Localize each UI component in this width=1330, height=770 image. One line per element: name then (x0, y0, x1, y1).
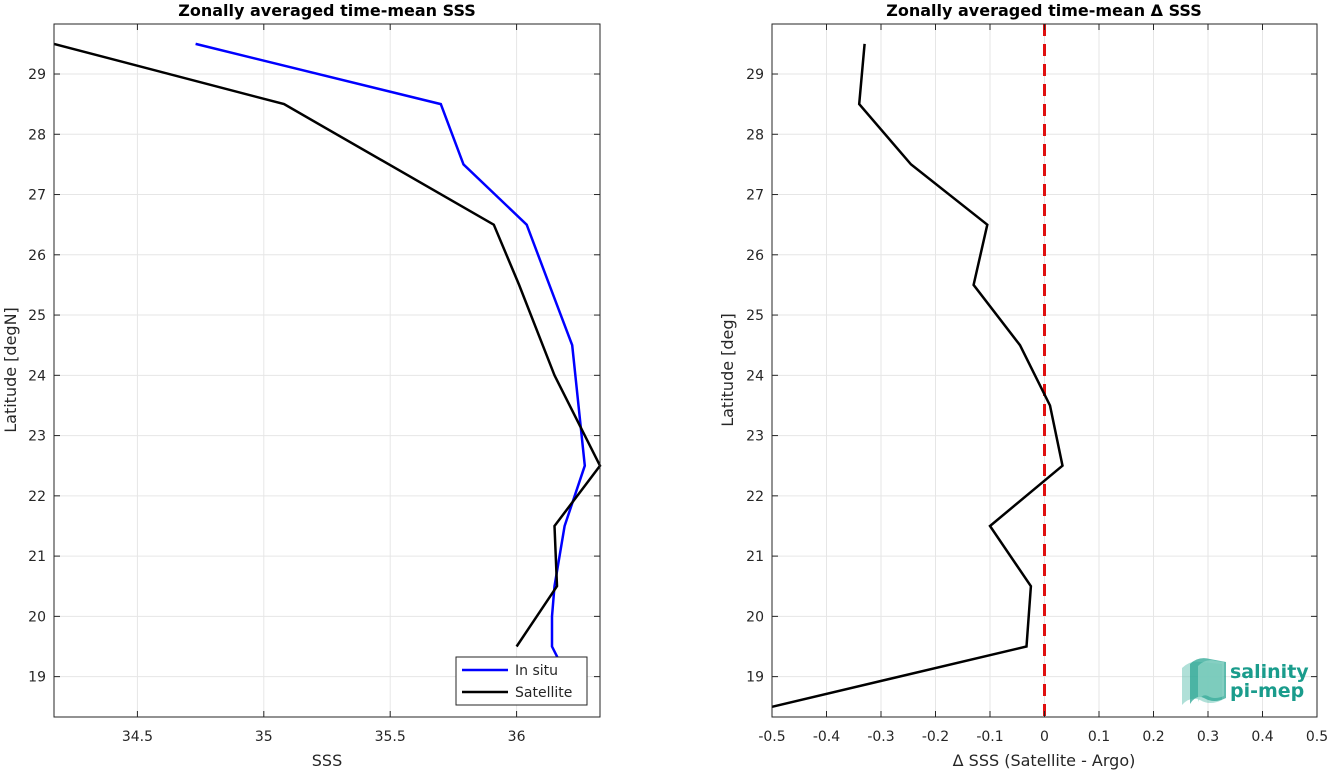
delta-sss-chart-ticks: -0.5 -0.4 -0.3 -0.2 -0.1 0 0.1 0.2 0.3 0.4 0.5 19 20… (746, 24, 1328, 745)
delta-sss-ytick-label: 27 (746, 188, 764, 204)
legend-box (455, 656, 588, 706)
delta-sss-ytick-label: 21 (746, 549, 764, 565)
delta-sss-xtick-label: 0.5 (1306, 729, 1328, 745)
sss-xtick-label: 35 (255, 729, 273, 745)
sss-chart-ylabel: Latitude [degN] (1, 307, 20, 433)
sss-ytick-label: 21 (28, 549, 46, 565)
delta-sss-xtick-label: -0.3 (867, 729, 894, 745)
sss-xtick-label: 35.5 (375, 729, 406, 745)
sss-chart-frame (53, 23, 601, 718)
delta-sss-ytick-label: 22 (746, 489, 764, 505)
salinity-pi-mep-logo: salinity pi-mep (1182, 658, 1309, 705)
sss-ytick-label: 19 (28, 670, 46, 686)
delta-sss-ytick-label: 20 (746, 609, 764, 625)
sss-line-in-situ (195, 42, 587, 663)
sss-chart: 34.5 35 35.5 36 19 20 21 22 23 24 25 26 27 28 29 Zonal… (1, 1, 602, 770)
delta-sss-xtick-label: -0.2 (922, 729, 949, 745)
logo-text-pi-mep: pi-mep (1230, 680, 1304, 702)
delta-sss-ytick-label: 23 (746, 429, 764, 445)
delta-sss-ytick-label: 25 (746, 308, 764, 324)
sss-ytick-label: 28 (28, 127, 46, 143)
sss-ytick-label: 26 (28, 248, 46, 264)
delta-sss-xtick-label: -0.5 (758, 729, 785, 745)
delta-sss-ytick-label: 19 (746, 670, 764, 686)
delta-sss-ytick-label: 24 (746, 368, 764, 384)
sss-ytick-label: 22 (28, 489, 46, 505)
legend-label-in-situ: In situ (515, 663, 558, 679)
wave-logo-icon (1182, 658, 1226, 705)
sss-chart-series (53, 42, 602, 663)
legend: In situ Satellite (455, 656, 588, 706)
sss-xtick-label: 34.5 (122, 729, 153, 745)
delta-sss-xtick-label: 0.4 (1251, 729, 1273, 745)
sss-ytick-label: 25 (28, 308, 46, 324)
delta-sss-chart-xlabel: Δ SSS (Satellite - Argo) (953, 751, 1136, 770)
delta-sss-ytick-label: 26 (746, 248, 764, 264)
sss-ytick-label: 27 (28, 188, 46, 204)
sss-chart-ticks: 34.5 35 35.5 36 19 20 21 22 23 24 25 26 27 28 29 (28, 24, 600, 745)
delta-sss-chart-ylabel: Latitude [deg] (718, 313, 737, 427)
sss-chart-grid (54, 24, 600, 717)
delta-sss-ytick-label: 29 (746, 67, 764, 83)
delta-sss-xtick-label: 0 (1040, 729, 1049, 745)
logo-text-salinity: salinity (1230, 661, 1309, 683)
sss-ytick-label: 24 (28, 368, 46, 384)
delta-sss-ytick-label: 28 (746, 127, 764, 143)
delta-sss-chart: -0.5 -0.4 -0.3 -0.2 -0.1 0 0.1 0.2 0.3 0.4 0.5 19 20… (718, 1, 1328, 770)
delta-sss-xtick-label: 0.3 (1197, 729, 1219, 745)
delta-sss-chart-title: Zonally averaged time-mean Δ SSS (886, 1, 1202, 20)
delta-sss-xtick-label: 0.1 (1088, 729, 1110, 745)
sss-chart-xlabel: SSS (312, 751, 342, 770)
delta-sss-chart-series (771, 43, 1064, 709)
delta-sss-line-series-0 (771, 43, 1064, 709)
delta-sss-xtick-label: -0.4 (813, 729, 840, 745)
delta-sss-xtick-label: 0.2 (1142, 729, 1164, 745)
sss-line-satellite (53, 42, 602, 648)
sss-xtick-label: 36 (508, 729, 526, 745)
sss-ytick-label: 23 (28, 429, 46, 445)
sss-chart-title: Zonally averaged time-mean SSS (178, 1, 476, 20)
sss-ytick-label: 20 (28, 609, 46, 625)
legend-label-satellite: Satellite (515, 685, 572, 701)
delta-sss-xtick-label: -0.1 (976, 729, 1003, 745)
sss-ytick-label: 29 (28, 67, 46, 83)
